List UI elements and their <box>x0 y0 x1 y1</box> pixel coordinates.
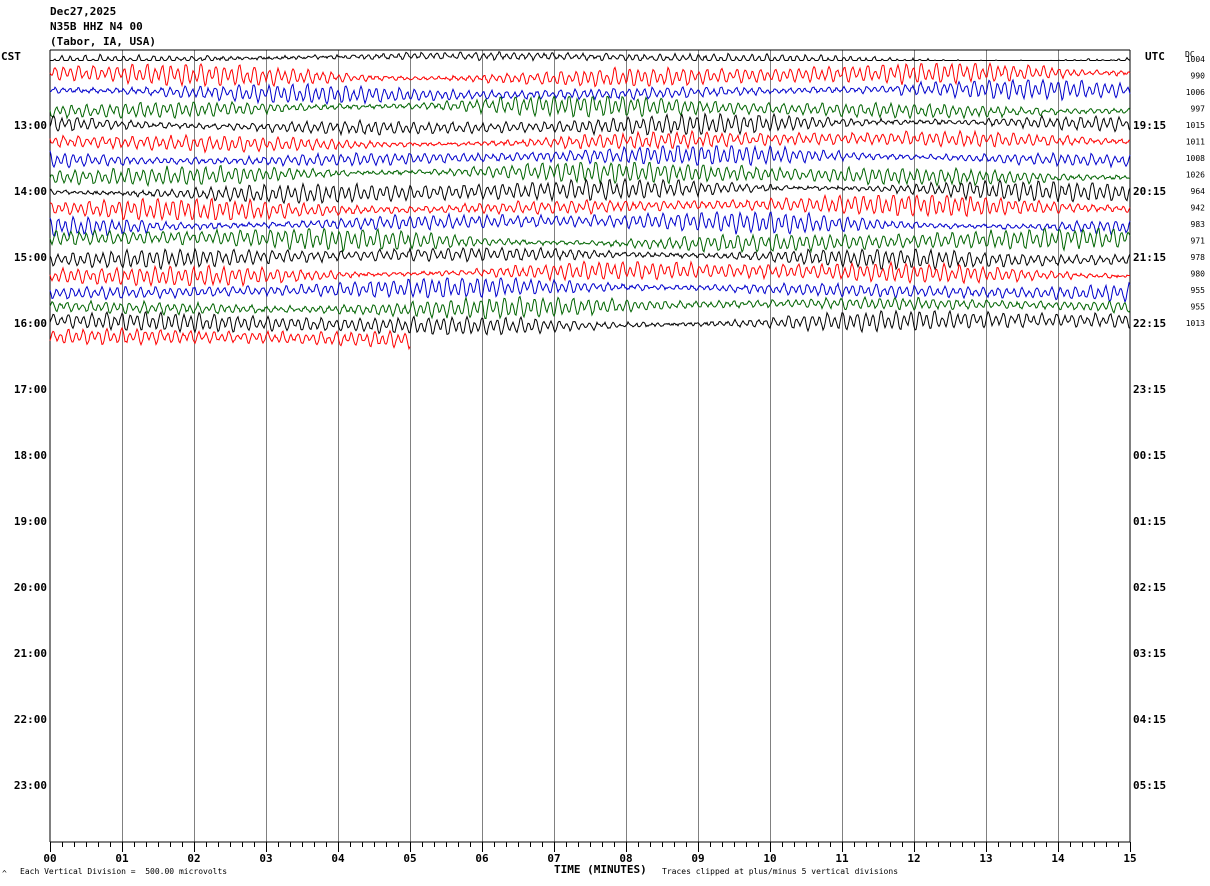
dc-offset-label: 978 <box>1191 253 1206 262</box>
time-tick-label: 13 <box>979 852 992 865</box>
seismic-trace <box>49 276 1131 304</box>
seismic-trace <box>49 227 1131 254</box>
dc-offset-label: 1004 <box>1186 55 1205 64</box>
seismic-trace <box>49 95 1131 120</box>
seismic-traces <box>49 51 1131 351</box>
dc-offset-label: 980 <box>1191 270 1206 279</box>
utc-hour-label: 20:15 <box>1133 185 1166 198</box>
seismic-trace <box>49 246 1131 271</box>
dc-offset-label: 955 <box>1191 286 1206 295</box>
time-axis-ticks <box>50 842 1131 852</box>
minute-gridlines <box>122 50 1059 842</box>
seismic-trace <box>49 177 1131 205</box>
utc-hour-label: 21:15 <box>1133 251 1166 264</box>
time-tick-label: 14 <box>1051 852 1065 865</box>
time-tick-label: 02 <box>187 852 200 865</box>
seismic-trace <box>49 210 1131 238</box>
cst-hour-label: 16:00 <box>14 317 47 330</box>
dc-offset-label: 997 <box>1191 105 1206 114</box>
seismic-trace <box>49 295 1131 320</box>
seismic-trace <box>49 112 1131 137</box>
utc-hour-label: 03:15 <box>1133 647 1166 660</box>
seismic-trace <box>49 326 411 351</box>
time-tick-label: 04 <box>331 852 345 865</box>
utc-hour-label: 04:15 <box>1133 713 1166 726</box>
time-tick-label: 05 <box>403 852 416 865</box>
seismic-trace <box>49 144 1131 169</box>
seismic-trace <box>49 260 1131 288</box>
time-tick-label: 07 <box>547 852 560 865</box>
left-timezone-label: CST <box>1 50 21 63</box>
station-channel: N35B HHZ N4 00 <box>50 20 143 33</box>
dc-offset-label: 1026 <box>1186 171 1205 180</box>
cst-hour-label: 13:00 <box>14 119 47 132</box>
time-tick-label: 08 <box>619 852 632 865</box>
time-axis-title: TIME (MINUTES) <box>554 863 647 876</box>
dc-offset-label: 1013 <box>1186 319 1205 328</box>
cst-hour-label: 17:00 <box>14 383 47 396</box>
dc-offset-labels: 1004 990 1006 997 1015 1011 1008 1026 964 942 983 9… <box>1186 55 1205 328</box>
cst-hour-label: 15:00 <box>14 251 47 264</box>
utc-hour-label: 19:15 <box>1133 119 1166 132</box>
utc-hour-label: 22:15 <box>1133 317 1166 330</box>
dc-offset-label: 971 <box>1191 237 1206 246</box>
cst-hour-label: 23:00 <box>14 779 47 792</box>
seismic-trace <box>49 62 1131 88</box>
cst-hour-label: 22:00 <box>14 713 47 726</box>
cst-hour-labels: 13:00 14:00 15:00 16:00 17:00 18:00 19:00 20:00… <box>14 119 47 792</box>
station-location: (Tabor, IA, USA) <box>50 35 156 48</box>
time-tick-label: 01 <box>115 852 129 865</box>
dc-offset-label: 983 <box>1191 220 1206 229</box>
dc-offset-label: 942 <box>1191 204 1206 213</box>
time-tick-label: 15 <box>1123 852 1136 865</box>
seismic-trace <box>49 78 1131 106</box>
seismic-trace <box>49 309 1131 336</box>
time-tick-label: 03 <box>259 852 272 865</box>
cst-hour-label: 21:00 <box>14 647 47 660</box>
cst-hour-label: 20:00 <box>14 581 47 594</box>
cst-hour-label: 18:00 <box>14 449 47 462</box>
time-tick-label: 06 <box>475 852 489 865</box>
utc-hour-labels: 19:15 20:15 21:15 22:15 23:15 00:15 01:15 02:15… <box>1133 119 1166 792</box>
seismic-trace <box>49 193 1131 222</box>
time-tick-label: 00 <box>43 852 56 865</box>
utc-hour-label: 01:15 <box>1133 515 1166 528</box>
utc-hour-label: 23:15 <box>1133 383 1166 396</box>
cst-hour-label: 14:00 <box>14 185 47 198</box>
clip-note: Traces clipped at plus/minus 5 vertical … <box>662 867 899 876</box>
time-tick-label: 11 <box>835 852 849 865</box>
utc-hour-label: 05:15 <box>1133 779 1166 792</box>
seismic-trace <box>49 129 1131 154</box>
right-timezone-label: UTC <box>1145 50 1165 63</box>
time-tick-label: 09 <box>691 852 704 865</box>
dc-offset-label: 1006 <box>1186 88 1205 97</box>
utc-hour-label: 02:15 <box>1133 581 1166 594</box>
utc-hour-label: 00:15 <box>1133 449 1166 462</box>
record-date: Dec27,2025 <box>50 5 117 18</box>
vertical-scale-note: Each Vertical Division = 500.00 microvol… <box>20 867 228 876</box>
dc-offset-label: 955 <box>1191 303 1206 312</box>
time-tick-label: 12 <box>907 852 920 865</box>
dc-offset-label: 990 <box>1191 72 1206 81</box>
time-axis-labels: 00 01 02 03 04 05 06 07 08 09 10 11 12 13 14 15 <box>43 852 1136 865</box>
time-tick-label: 10 <box>763 852 776 865</box>
cst-hour-label: 19:00 <box>14 515 47 528</box>
dc-offset-label: 1008 <box>1186 154 1205 163</box>
seismic-trace <box>49 161 1131 188</box>
dc-offset-label: 1015 <box>1186 121 1205 130</box>
dc-offset-label: 964 <box>1191 187 1206 196</box>
seismic-trace <box>50 51 1131 62</box>
corner-mark: ^ <box>2 869 7 878</box>
dc-header-label: DC <box>1185 50 1195 59</box>
dc-offset-label: 1011 <box>1186 138 1205 147</box>
